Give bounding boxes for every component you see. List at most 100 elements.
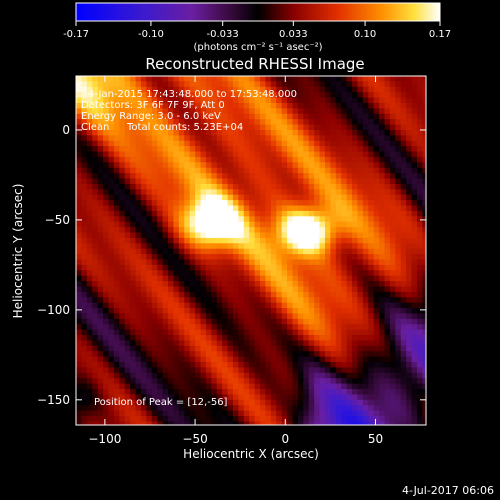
heatmap-cell (314, 291, 321, 298)
heatmap-cell (238, 378, 245, 385)
heatmap-cell (308, 216, 315, 223)
heatmap-cell (319, 335, 326, 342)
heatmap-cell (146, 254, 153, 261)
heatmap-cell (205, 335, 212, 342)
heatmap-cell (135, 178, 142, 185)
heatmap-cell (308, 264, 315, 271)
heatmap-cell (335, 345, 342, 352)
heatmap-cell (314, 308, 321, 315)
heatmap-cell (146, 405, 153, 412)
heatmap-cell (216, 297, 223, 304)
heatmap-cell (130, 340, 137, 347)
heatmap-cell (81, 313, 88, 320)
heatmap-cell (243, 291, 250, 298)
heatmap-cell (140, 399, 147, 406)
heatmap-cell (157, 243, 164, 250)
heatmap-cell (330, 92, 337, 99)
heatmap-cell (189, 383, 196, 390)
heatmap-cell (389, 113, 396, 120)
heatmap-cell (76, 340, 83, 347)
heatmap-cell (384, 113, 391, 120)
heatmap-cell (211, 129, 218, 136)
heatmap-cell (324, 372, 331, 379)
heatmap-cell (297, 173, 304, 180)
heatmap-cell (260, 76, 267, 82)
heatmap-cell (254, 340, 261, 347)
heatmap-cell (86, 394, 93, 401)
heatmap-cell (227, 259, 234, 266)
heatmap-cell (130, 86, 137, 93)
heatmap-cell (227, 119, 234, 126)
heatmap-cell (249, 194, 256, 201)
heatmap-cell (384, 81, 391, 88)
heatmap-cell (124, 243, 131, 250)
heatmap-cell (97, 124, 104, 131)
heatmap-cell (324, 221, 331, 228)
heatmap-cell (330, 286, 337, 293)
heatmap-cell (178, 313, 185, 320)
heatmap-cell (406, 421, 413, 425)
heatmap-cell (308, 183, 315, 190)
heatmap-cell (352, 324, 359, 331)
heatmap-cell (308, 297, 315, 304)
heatmap-cell (103, 243, 110, 250)
heatmap-cell (130, 302, 137, 309)
heatmap-cell (222, 248, 229, 255)
heatmap-cell (379, 270, 386, 277)
heatmap-cell (416, 178, 423, 185)
heatmap-cell (135, 205, 142, 212)
heatmap-cell (124, 291, 131, 298)
heatmap-cell (135, 383, 142, 390)
heatmap-cell (362, 410, 369, 417)
heatmap-cell (238, 243, 245, 250)
heatmap-cell (276, 135, 283, 142)
heatmap-cell (303, 399, 310, 406)
heatmap-cell (243, 308, 250, 315)
heatmap-cell (357, 248, 364, 255)
heatmap-cell (178, 124, 185, 131)
heatmap-cell (81, 221, 88, 228)
heatmap-cell (368, 383, 375, 390)
heatmap-cell (389, 237, 396, 244)
heatmap-cell (314, 210, 321, 217)
heatmap-cell (314, 286, 321, 293)
heatmap-cell (254, 205, 261, 212)
heatmap-cell (389, 221, 396, 228)
heatmap-cell (157, 102, 164, 109)
heatmap-cell (205, 351, 212, 358)
heatmap-cell (232, 146, 239, 153)
heatmap-cell (314, 399, 321, 406)
heatmap-cell (130, 308, 137, 315)
heatmap-cell (319, 216, 326, 223)
heatmap-cell (406, 113, 413, 120)
heatmap-cell (222, 254, 229, 261)
heatmap-cell (216, 302, 223, 309)
heatmap-cell (86, 318, 93, 325)
heatmap-cell (368, 76, 375, 82)
heatmap-cell (319, 86, 326, 93)
heatmap-cell (346, 232, 353, 239)
heatmap-cell (330, 394, 337, 401)
heatmap-cell (108, 81, 115, 88)
heatmap-cell (140, 248, 147, 255)
heatmap-cell (395, 254, 402, 261)
heatmap-cell (227, 140, 234, 147)
heatmap-cell (368, 173, 375, 180)
heatmap-cell (189, 216, 196, 223)
heatmap-cell (184, 302, 191, 309)
heatmap-cell (162, 97, 169, 104)
heatmap-cell (362, 194, 369, 201)
heatmap-cell (205, 367, 212, 374)
heatmap-cell (140, 102, 147, 109)
heatmap-cell (373, 216, 380, 223)
heatmap-cell (92, 113, 99, 120)
heatmap-cell (389, 227, 396, 234)
heatmap-cell (205, 119, 212, 126)
heatmap-cell (297, 243, 304, 250)
heatmap-cell (151, 351, 158, 358)
heatmap-cell (92, 416, 99, 423)
heatmap-cell (189, 308, 196, 315)
heatmap-cell (178, 194, 185, 201)
heatmap-cell (352, 394, 359, 401)
heatmap-cell (92, 302, 99, 309)
